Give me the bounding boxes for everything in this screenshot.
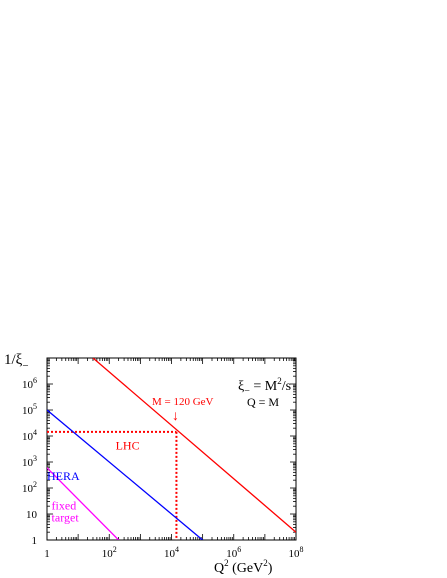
mass-annotation: M = 120 GeV [152,396,214,408]
y-tick-label-exp: 6 [33,376,37,385]
series-line-fixed-target [47,467,120,540]
xi-definition: ξ− = M2/s [238,376,291,397]
series-lines [47,358,296,540]
y-tick-label-base: 10 [22,431,34,443]
x-tick-label: 106 [226,545,241,560]
x-tick-label-exp: 2 [113,545,117,554]
y-tick-label-base: 10 [22,379,34,391]
y-tick-label-base: 1 [32,535,38,547]
x-tick-label-base: 10 [289,548,301,560]
y-tick-label: 1 [32,535,38,547]
y-tick-label: 102 [22,480,37,495]
y-tick-label-exp: 4 [33,428,37,437]
x-tick-label-base: 10 [226,548,238,560]
y-tick-label-exp: 2 [33,480,37,489]
x-axis-label: Q2 (GeV2) [214,558,273,576]
x-tick-label-exp: 4 [175,545,179,554]
x-tick-label-base: 10 [164,548,176,560]
major-ticks [46,357,297,541]
x-tick-label-exp: 8 [300,545,304,554]
x-tick-labels: 1 102 104 106 108 [44,545,303,560]
y-tick-label-base: 10 [22,405,34,417]
y-tick-label-base: 10 [26,509,38,521]
series-label: fixed [52,498,77,512]
y-tick-label: 105 [22,402,37,417]
x-tick-label: 1 [44,548,50,560]
y-tick-label: 10 [26,509,38,521]
x-tick-label: 108 [289,545,304,560]
x-tick-label-base: 10 [102,548,114,560]
x-tick-label-exp: 6 [237,545,241,554]
reference-lines [47,430,178,540]
minor-ticks [47,358,296,540]
y-tick-label-base: 10 [22,457,34,469]
x-tick-label: 104 [164,545,179,560]
series-line-lhc [92,358,296,533]
y-tick-label: 106 [22,376,37,391]
y-axis-label: 1/ξ− [4,352,29,372]
series-label: HERA [47,469,80,483]
y-tick-label-exp: 3 [33,454,37,463]
series-label: target [52,510,80,524]
x-tick-label: 102 [102,545,117,560]
y-tick-label: 103 [22,454,37,469]
y-tick-label-base: 10 [22,483,34,495]
x-tick-label-base: 1 [44,548,50,560]
y-tick-label-exp: 5 [33,402,37,411]
series-line-hera [47,409,204,540]
series-label: LHC [116,439,140,453]
q-definition: Q = M [247,395,279,409]
y-tick-label: 104 [22,428,37,443]
mass-annotation-arrow: ↓ [172,409,179,424]
